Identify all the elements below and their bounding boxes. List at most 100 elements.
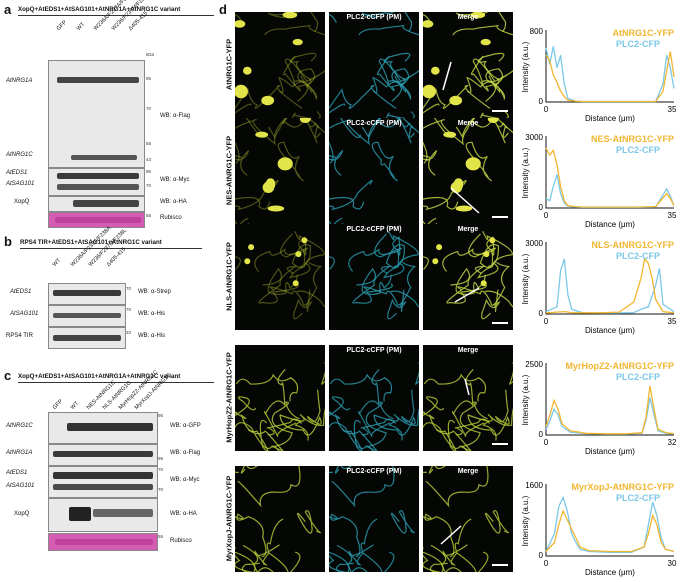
cell-wall xyxy=(423,547,477,572)
marker: 70 xyxy=(146,106,152,111)
series-line xyxy=(545,147,675,208)
marker: 70 xyxy=(146,183,152,188)
marker: 55 xyxy=(158,534,164,539)
wb-label: WB: α-His xyxy=(138,311,166,317)
cell-wall xyxy=(468,233,499,269)
cell-wall xyxy=(235,84,303,114)
cell-wall xyxy=(335,544,354,572)
x-tick-min: 0 xyxy=(544,438,549,447)
fluorescent-spot xyxy=(243,66,252,75)
cell-outlines xyxy=(235,466,322,572)
blot-rubisco xyxy=(48,212,145,228)
cell-outlines xyxy=(235,362,325,451)
cell-wall xyxy=(484,510,510,534)
marker: 95 xyxy=(158,413,164,418)
blot-label: XopQ xyxy=(14,511,30,517)
fluorescent-spot xyxy=(267,205,285,212)
series-line xyxy=(545,509,675,553)
blot-label: AtEDS1 xyxy=(6,170,28,176)
cell-outlines xyxy=(329,231,419,320)
micrograph-cfp: PLC2-cCFP (PM) xyxy=(329,12,419,118)
fluorescent-spot xyxy=(450,181,463,193)
cell-wall xyxy=(429,544,448,572)
fluorescent-spot xyxy=(443,131,457,138)
lane-label: GFP xyxy=(51,398,65,411)
kda-label: kDa xyxy=(146,52,155,57)
cell-wall xyxy=(291,111,321,118)
blot-label: AtSAG101 xyxy=(10,311,39,317)
cell-wall xyxy=(356,267,392,296)
series-line xyxy=(545,258,675,314)
fluorescent-spot xyxy=(244,258,251,265)
cell-wall xyxy=(452,24,513,36)
y-tick-min: 0 xyxy=(539,551,544,560)
row-construct-label: MyrXopJ-AtNRG1C-YFP xyxy=(224,475,234,562)
series-line xyxy=(545,495,675,554)
band xyxy=(57,173,139,179)
cell-wall xyxy=(423,513,455,558)
micrograph-yfp xyxy=(235,466,325,572)
fluorescent-spot xyxy=(301,237,308,244)
axes xyxy=(545,136,674,209)
cell-wall xyxy=(329,547,383,572)
cell-wall xyxy=(390,290,419,308)
marker: 55 xyxy=(146,213,152,218)
legend-yfp: AtNRG1C-YFP xyxy=(612,28,674,38)
cell-wall xyxy=(329,373,393,402)
x-axis-label: Distance (μm) xyxy=(585,447,635,456)
blot-ha xyxy=(48,196,145,212)
row-construct-label: MyrHopZ2-AtNRG1C-YFP xyxy=(224,352,234,443)
cell-wall xyxy=(423,149,438,176)
legend-yfp: MyrHopZ2-AtNRG1C-YFP xyxy=(565,361,674,371)
cell-wall xyxy=(383,52,411,102)
axes xyxy=(545,242,674,315)
y-axis-label: Intensity (a.u.) xyxy=(521,495,530,546)
axes xyxy=(545,363,674,436)
fluorescent-spot xyxy=(295,251,302,258)
cell-wall xyxy=(245,118,268,139)
cell-wall xyxy=(423,373,487,402)
cell-wall xyxy=(267,118,325,139)
fluorescent-spot xyxy=(292,38,303,46)
cell-wall xyxy=(372,75,411,99)
cell-wall xyxy=(433,118,456,139)
cell-wall xyxy=(374,233,405,269)
fluorescent-spot xyxy=(489,237,496,244)
band xyxy=(53,472,153,479)
channel-title: PLC2-cCFP (PM) xyxy=(346,347,402,354)
roi-line xyxy=(440,525,462,545)
wb-label: WB: α-Strep xyxy=(138,289,171,295)
cell-wall xyxy=(329,551,395,572)
cell-wall xyxy=(451,368,485,438)
band xyxy=(53,451,153,457)
cell-wall xyxy=(454,418,497,441)
cell-wall xyxy=(373,389,416,436)
cell-wall xyxy=(467,389,510,436)
blot-label: RPS4 TIR xyxy=(6,333,33,339)
fluorescent-spot xyxy=(465,157,481,171)
marker: 70 xyxy=(158,487,164,492)
wb-label: WB: α-Myc xyxy=(170,477,200,483)
cell-wall xyxy=(423,196,459,210)
y-tick-min: 0 xyxy=(539,309,544,318)
blot-label: AtSAG101 xyxy=(6,483,35,489)
intensity-chart: 3000 00 35 Distance (μm) Intensity (a.u.) NES… xyxy=(521,133,677,229)
cell-wall xyxy=(446,265,487,304)
band xyxy=(55,217,141,223)
cell-wall xyxy=(254,518,284,566)
cell-wall xyxy=(235,513,267,558)
legend-yfp: NES-AtNRG1C-YFP xyxy=(591,134,674,144)
series-line xyxy=(545,51,675,103)
cell-wall xyxy=(390,510,416,534)
cell-wall xyxy=(279,362,325,427)
cell-outlines xyxy=(235,118,325,224)
band xyxy=(73,200,139,207)
legend-yfp: MyrXopJ-AtNRG1C-YFP xyxy=(571,482,674,492)
y-axis-label: Intensity (a.u.) xyxy=(521,147,530,198)
axes xyxy=(545,484,674,557)
cell-wall xyxy=(329,179,373,224)
cell-wall xyxy=(293,289,313,320)
blot-flag xyxy=(48,60,145,168)
blot-label: AtNRG1A xyxy=(6,78,33,84)
cell-wall xyxy=(235,149,250,176)
